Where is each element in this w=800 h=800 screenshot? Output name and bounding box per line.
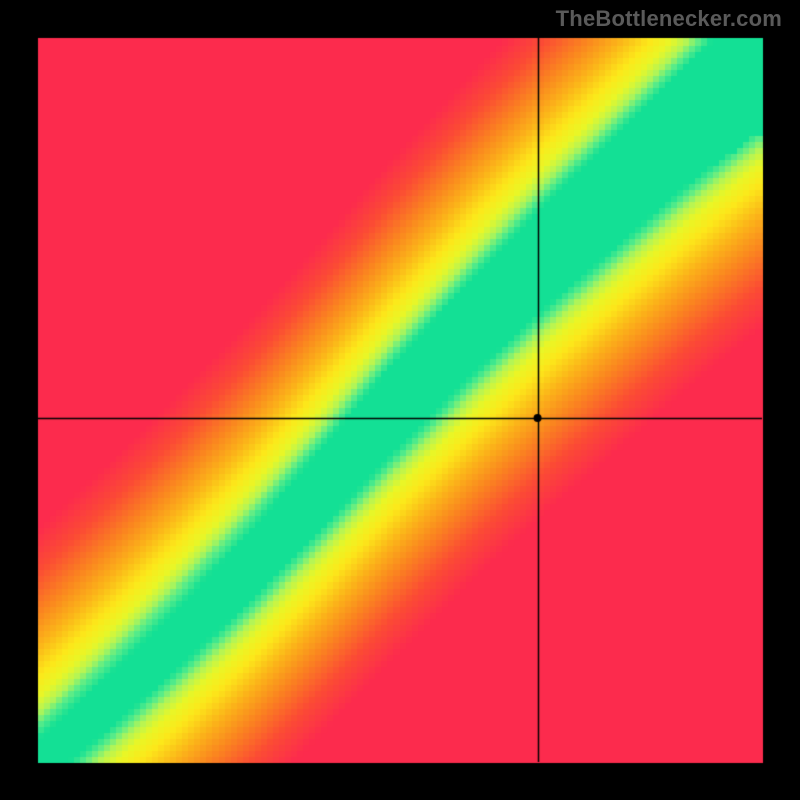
heatmap-canvas [0, 0, 800, 800]
figure-container: TheBottlenecker.com [0, 0, 800, 800]
watermark-text: TheBottlenecker.com [556, 6, 782, 32]
